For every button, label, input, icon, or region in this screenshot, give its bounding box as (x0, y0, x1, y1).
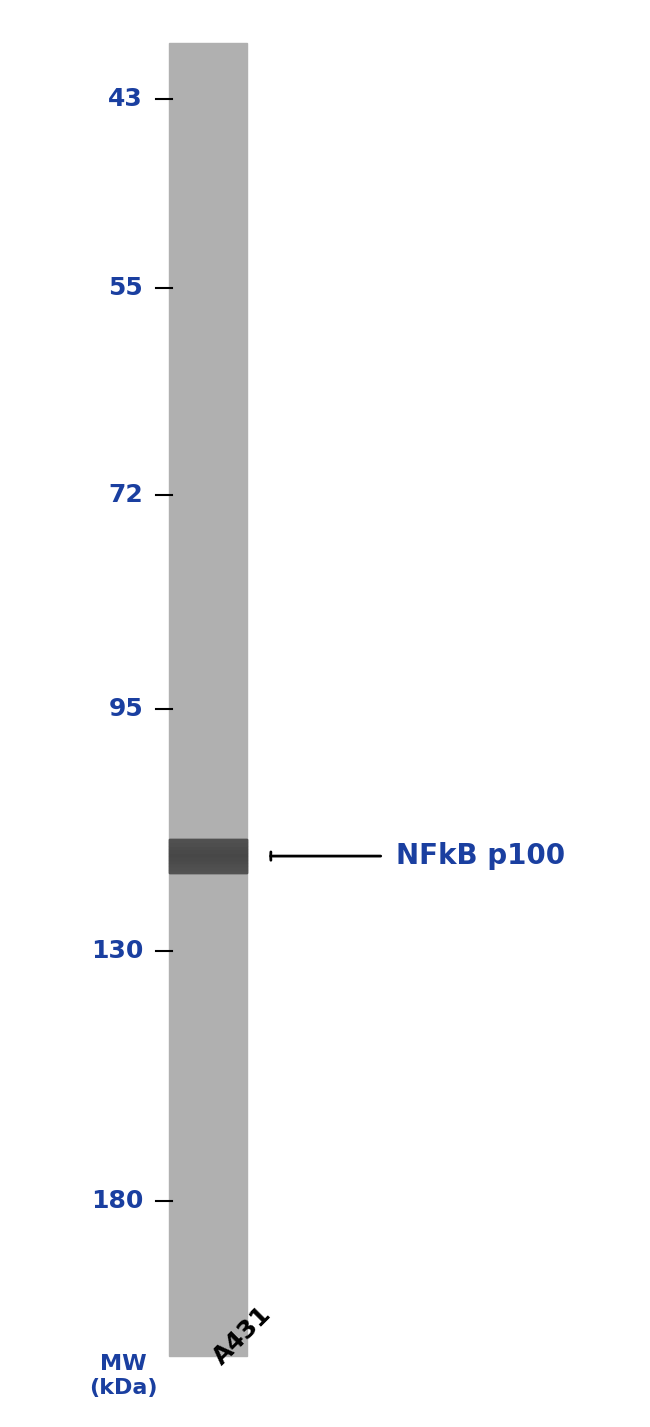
Text: 43: 43 (109, 87, 143, 110)
Bar (169, 863, 247, 866)
Bar (169, 839, 247, 842)
Text: 72: 72 (109, 484, 143, 508)
Bar (169, 853, 247, 856)
Bar (169, 839, 247, 873)
Bar (169, 859, 247, 863)
Text: A431: A431 (208, 1303, 276, 1370)
Bar (169, 866, 247, 870)
Text: 130: 130 (90, 939, 143, 962)
Text: 180: 180 (90, 1189, 143, 1213)
Bar (169, 870, 247, 873)
Bar (169, 846, 247, 849)
Text: MW
(kDa): MW (kDa) (89, 1354, 158, 1398)
Text: 95: 95 (109, 696, 143, 721)
Text: 55: 55 (109, 275, 143, 300)
Bar (169, 856, 247, 859)
Bar (169, 849, 247, 853)
Text: NFkB p100: NFkB p100 (396, 842, 566, 870)
Bar (169, 842, 247, 846)
Bar (169, 43, 247, 1356)
